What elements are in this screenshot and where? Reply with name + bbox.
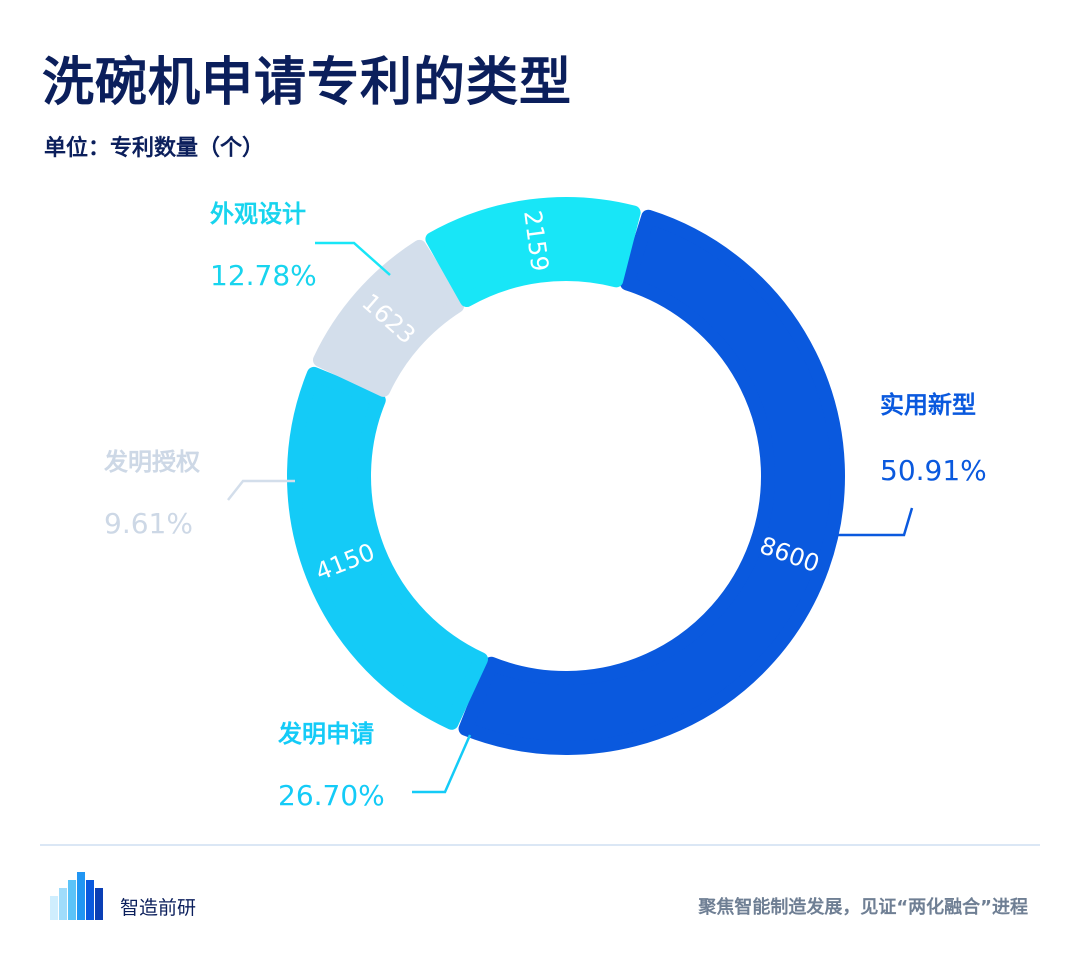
- brand-logo-icon: [50, 872, 103, 920]
- slice-design: [425, 197, 641, 308]
- footer-slogan: 聚焦智能制造发展，见证“两化融合”进程: [698, 897, 1028, 918]
- slice-percent-label: 12.78%: [210, 259, 317, 292]
- leader-line: [227, 479, 295, 501]
- leader-line: [412, 734, 472, 794]
- leader-line: [835, 507, 914, 537]
- donut-chart: 8600实用新型50.91%4150发明申请26.70%1623发明授权9.61…: [103, 197, 987, 812]
- slice-utility-model: [458, 209, 845, 755]
- slice-name-label: 实用新型: [880, 391, 976, 419]
- slice-percent-label: 50.91%: [880, 454, 987, 487]
- chart-title: 洗碗机申请专利的类型: [42, 53, 573, 113]
- chart-unit: 单位：专利数量（个）: [44, 136, 265, 161]
- slice-percent-label: 26.70%: [278, 779, 385, 812]
- divider: [40, 844, 1040, 846]
- slice-name-label: 发明申请: [277, 720, 374, 748]
- slice-invention-application: [287, 366, 489, 730]
- brand-name: 智造前研: [120, 897, 197, 919]
- slice-percent-label: 9.61%: [104, 507, 193, 540]
- slice-name-label: 发明授权: [103, 448, 200, 476]
- leader-line: [315, 241, 391, 276]
- slice-name-label: 外观设计: [210, 200, 306, 228]
- slice-invention-grant: [312, 239, 465, 397]
